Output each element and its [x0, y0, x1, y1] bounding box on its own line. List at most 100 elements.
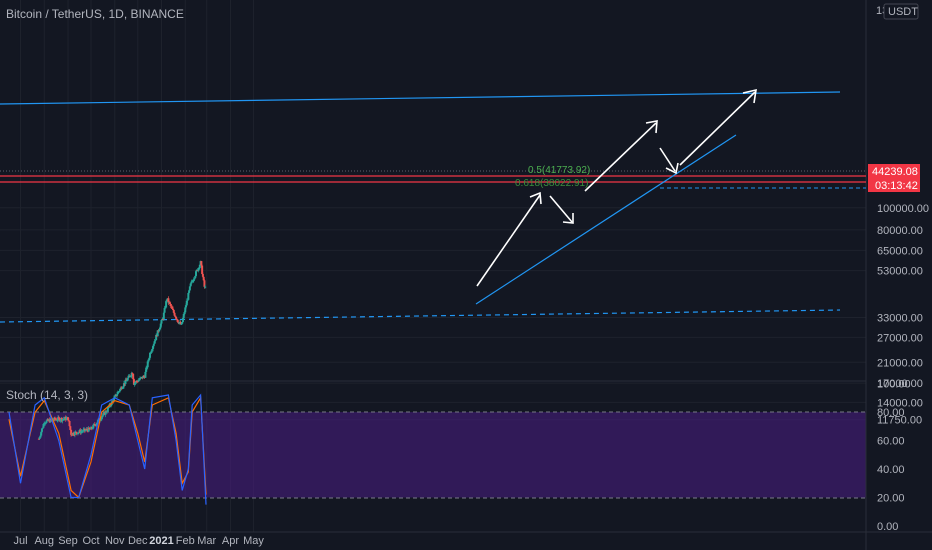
candle-body: [118, 390, 121, 392]
arrow-up-3: [679, 91, 756, 166]
price-tick-label: 33000.00: [877, 313, 923, 325]
candle-body: [126, 378, 129, 381]
price-axis[interactable]: 100000.00 80000.00 65000.00 53000.00 33000.0…: [877, 203, 929, 427]
candle-body: [57, 417, 60, 419]
candle-body: [44, 422, 47, 424]
candle-body: [67, 420, 70, 422]
stoch-k-line: [8, 393, 207, 505]
arrow-up-1: [476, 194, 541, 287]
stoch-axis[interactable]: 100.00 80.00 60.00 40.00 20.00 0.00: [877, 379, 911, 533]
candle-body: [119, 388, 122, 391]
candle-body: [153, 341, 156, 344]
candle-body: [142, 376, 145, 379]
arrow-head-2: [562, 213, 574, 224]
candle-body: [188, 290, 191, 293]
candle-body: [186, 299, 189, 301]
candle-body: [98, 418, 101, 421]
currency-label: USDT: [888, 6, 918, 18]
price-tick-label: 100000.00: [877, 203, 929, 215]
candle-body: [158, 327, 161, 330]
candle-body: [92, 424, 95, 429]
candle-body: [163, 308, 166, 313]
candle-body: [132, 379, 135, 385]
candle-body: [129, 376, 132, 378]
candle-body: [175, 318, 178, 320]
candle-body: [125, 379, 128, 381]
candle-body: [126, 380, 129, 382]
candle-body: [197, 268, 200, 271]
currency-badge[interactable]: [883, 3, 919, 20]
candle-body: [194, 275, 197, 279]
candle-body: [112, 397, 115, 402]
candle-body: [159, 323, 162, 328]
time-tick-label: May: [243, 535, 264, 547]
candle-body: [59, 420, 62, 422]
candle-body: [39, 435, 42, 438]
arrow-up-head-2: [645, 120, 658, 134]
stoch-band: [0, 412, 866, 498]
candle-body: [174, 315, 177, 317]
candle-body: [155, 334, 158, 341]
candle-body: [150, 350, 153, 353]
candle-body: [55, 419, 58, 421]
candle-body: [192, 279, 195, 282]
arrow-head-down-2: [665, 162, 679, 175]
candle-body: [190, 281, 193, 284]
candle-body: [81, 431, 84, 433]
arrow-down-1: [549, 195, 573, 223]
fib-golden-label: 0.618(38022.91): [515, 178, 588, 189]
stoch-tick-label: 0.00: [877, 521, 898, 533]
time-tick-label: Dec: [128, 535, 148, 547]
countdown: 03:13:42: [875, 180, 918, 192]
candle-body: [152, 343, 155, 346]
candle-body: [195, 271, 198, 276]
candle-body: [83, 428, 86, 431]
stoch-tick-label: 80.00: [877, 407, 905, 419]
candle-body: [145, 367, 148, 372]
arrow-up-2: [584, 122, 657, 192]
candle-body: [156, 330, 159, 337]
chart-title: Bitcoin / TetherUS, 1D, BINANCE: [6, 7, 184, 21]
candle-body: [191, 281, 194, 283]
candle-body: [73, 434, 76, 436]
candle-body: [204, 286, 207, 288]
fib-half-label: 0.5(41773.92): [528, 165, 590, 176]
candle-body: [45, 420, 48, 423]
candle-body: [122, 383, 125, 387]
candle-body: [68, 420, 71, 427]
candle-body: [113, 395, 116, 398]
price-tag: [868, 164, 920, 178]
candle-body: [183, 312, 186, 315]
stoch-tick-label: 20.00: [877, 493, 905, 505]
candle-body: [139, 377, 142, 379]
candle-body: [57, 417, 60, 421]
candle-body: [94, 424, 97, 426]
stoch-tick-label: 100.00: [877, 379, 911, 391]
arrow-head-1: [529, 191, 542, 205]
candle-body: [106, 411, 109, 413]
candle-body: [171, 306, 174, 309]
stoch-tick-label: 40.00: [877, 464, 905, 476]
candle-body: [185, 300, 188, 306]
stoch-label: Stoch (14, 3, 3): [6, 388, 88, 402]
candle-body: [65, 417, 68, 421]
time-axis[interactable]: Jul Aug Sep Oct Nov Dec 2021 Feb Mar Apr May: [13, 535, 264, 547]
candle-body: [152, 345, 155, 349]
candle-body: [95, 423, 98, 426]
candle-body: [127, 375, 130, 379]
rising-support-line[interactable]: [475, 134, 737, 305]
candle-body: [133, 383, 136, 385]
candle-body: [203, 280, 206, 287]
candle-body: [70, 434, 73, 436]
candle-body: [181, 322, 184, 324]
candle-body: [201, 265, 204, 274]
candle-body: [170, 306, 173, 308]
candle-body: [38, 437, 41, 439]
time-tick-label: Apr: [222, 535, 239, 547]
time-tick-label: Oct: [82, 535, 99, 547]
candle-body: [181, 318, 184, 323]
long-trend-line[interactable]: [0, 91, 841, 105]
candle-body: [138, 379, 141, 381]
candle-body: [88, 427, 91, 429]
